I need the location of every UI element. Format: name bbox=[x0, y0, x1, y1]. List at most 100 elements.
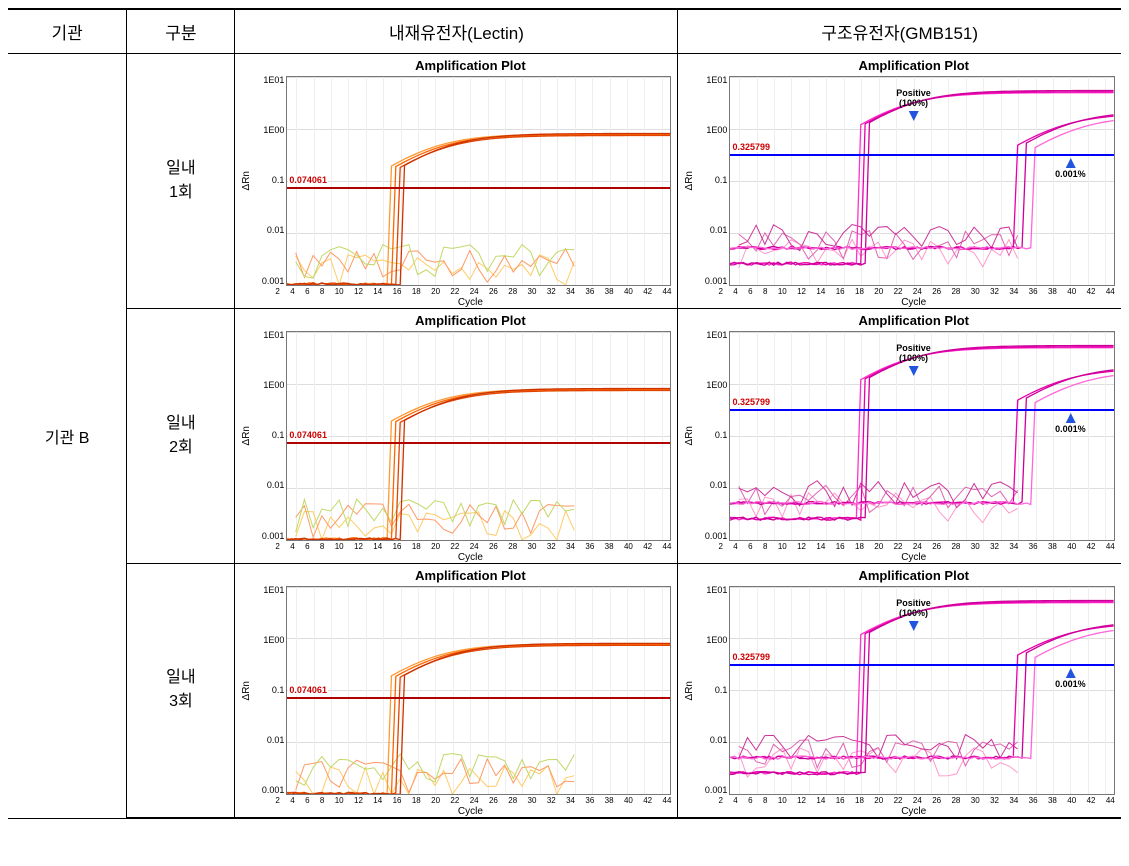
x-tick-label: 22 bbox=[450, 542, 459, 551]
col-header-category: 구분 bbox=[127, 9, 235, 53]
positive-annotation: Positive(100%) bbox=[896, 344, 931, 376]
x-tick-label: 30 bbox=[971, 542, 980, 551]
lectin-chart: Amplification PlotΔRn1E011E000.10.010.00… bbox=[241, 313, 671, 559]
x-tick-label: 44 bbox=[1106, 796, 1115, 805]
x-tick-label: 10 bbox=[778, 287, 787, 296]
x-tick-label: 30 bbox=[528, 542, 537, 551]
threshold-label: 0.074061 bbox=[288, 175, 328, 185]
y-axis-label: ΔRn bbox=[684, 681, 695, 700]
x-axis-label: Cycle bbox=[712, 552, 1115, 563]
lectin-chart: Amplification PlotΔRn1E011E000.10.010.00… bbox=[241, 58, 671, 304]
x-tick-label: 40 bbox=[624, 796, 633, 805]
x-tick-label: 16 bbox=[836, 287, 845, 296]
x-axis-label: Cycle bbox=[269, 297, 671, 308]
x-tick-label: 18 bbox=[412, 542, 421, 551]
x-tick-label: 2 bbox=[275, 796, 279, 805]
x-tick-label: 20 bbox=[431, 287, 440, 296]
gmb-chart: Amplification PlotΔRn1E011E000.10.010.00… bbox=[684, 568, 1115, 814]
x-tick-label: 20 bbox=[431, 542, 440, 551]
x-tick-label: 16 bbox=[836, 542, 845, 551]
y-tick-label: 0.01 bbox=[254, 481, 284, 490]
lectin-cell: Amplification PlotΔRn1E011E000.10.010.00… bbox=[235, 563, 678, 818]
y-axis-label: ΔRn bbox=[241, 426, 252, 445]
x-tick-label: 26 bbox=[489, 287, 498, 296]
x-tick-label: 40 bbox=[1067, 796, 1076, 805]
x-tick-label: 34 bbox=[566, 796, 575, 805]
x-tick-label: 6 bbox=[305, 287, 309, 296]
table-body: 기관 B일내1회Amplification PlotΔRn1E011E000.1… bbox=[8, 53, 1121, 818]
x-tick-label: 26 bbox=[489, 542, 498, 551]
y-tick-label: 0.1 bbox=[254, 176, 284, 185]
y-tick-label: 1E01 bbox=[254, 586, 284, 595]
y-tick-label: 0.01 bbox=[254, 736, 284, 745]
x-tick-label: 22 bbox=[894, 542, 903, 551]
x-tick-label: 16 bbox=[393, 796, 402, 805]
y-axis-label: ΔRn bbox=[241, 171, 252, 190]
positive-annotation: Positive(100%) bbox=[896, 89, 931, 121]
x-tick-label: 44 bbox=[663, 796, 672, 805]
x-tick-label: 36 bbox=[585, 796, 594, 805]
gmb-chart: Amplification PlotΔRn1E011E000.10.010.00… bbox=[684, 58, 1115, 304]
y-tick-label: 1E00 bbox=[254, 126, 284, 135]
x-tick-label: 36 bbox=[1029, 796, 1038, 805]
x-tick-label: 2 bbox=[718, 542, 722, 551]
x-tick-label: 34 bbox=[1009, 542, 1018, 551]
gmb-cell: Amplification PlotΔRn1E011E000.10.010.00… bbox=[678, 563, 1121, 818]
x-tick-label: 40 bbox=[624, 542, 633, 551]
x-tick-label: 32 bbox=[547, 287, 556, 296]
col-header-gmb: 구조유전자(GMB151) bbox=[678, 9, 1121, 53]
x-tick-label: 28 bbox=[951, 542, 960, 551]
plot-box: 0.325799Positive(100%)0.001% bbox=[729, 331, 1115, 541]
x-tick-label: 44 bbox=[663, 287, 672, 296]
x-tick-label: 10 bbox=[335, 287, 344, 296]
x-tick-label: 4 bbox=[733, 542, 737, 551]
y-axis-label: ΔRn bbox=[241, 681, 252, 700]
lod-annotation: 0.001% bbox=[1055, 668, 1086, 690]
y-axis-label: ΔRn bbox=[684, 171, 695, 190]
table-head: 기관 구분 내재유전자(Lectin) 구조유전자(GMB151) bbox=[8, 9, 1121, 53]
x-tick-label: 2 bbox=[275, 287, 279, 296]
x-tick-label: 12 bbox=[797, 542, 806, 551]
x-tick-label: 20 bbox=[874, 542, 883, 551]
y-tick-label: 0.01 bbox=[697, 736, 727, 745]
x-tick-label: 32 bbox=[990, 542, 999, 551]
y-tick-label: 0.1 bbox=[254, 431, 284, 440]
x-tick-label: 14 bbox=[816, 796, 825, 805]
y-tick-label: 0.1 bbox=[697, 176, 727, 185]
x-tick-label: 4 bbox=[290, 542, 294, 551]
x-tick-label: 12 bbox=[354, 542, 363, 551]
x-tick-label: 8 bbox=[763, 796, 767, 805]
x-tick-label: 44 bbox=[663, 542, 672, 551]
chart-title: Amplification Plot bbox=[712, 58, 1115, 73]
x-tick-label: 10 bbox=[335, 796, 344, 805]
x-tick-label: 38 bbox=[605, 287, 614, 296]
x-tick-label: 38 bbox=[1048, 287, 1057, 296]
x-tick-label: 12 bbox=[354, 796, 363, 805]
chart-title: Amplification Plot bbox=[269, 58, 671, 73]
x-tick-label: 20 bbox=[874, 287, 883, 296]
x-tick-label: 4 bbox=[733, 287, 737, 296]
x-tick-label: 24 bbox=[913, 287, 922, 296]
x-tick-label: 34 bbox=[566, 287, 575, 296]
x-tick-label: 42 bbox=[643, 796, 652, 805]
threshold-label: 0.325799 bbox=[731, 397, 771, 407]
y-tick-label: 0.1 bbox=[697, 431, 727, 440]
x-tick-label: 20 bbox=[874, 796, 883, 805]
category-cell: 일내2회 bbox=[127, 308, 235, 563]
col-header-lectin: 내재유전자(Lectin) bbox=[235, 9, 678, 53]
results-table: 기관 구분 내재유전자(Lectin) 구조유전자(GMB151) 기관 B일내… bbox=[8, 8, 1121, 819]
x-tick-label: 18 bbox=[412, 796, 421, 805]
y-tick-label: 0.01 bbox=[254, 226, 284, 235]
y-tick-label: 0.001 bbox=[254, 277, 284, 286]
x-tick-label: 18 bbox=[855, 287, 864, 296]
x-tick-label: 24 bbox=[913, 796, 922, 805]
x-tick-label: 24 bbox=[470, 287, 479, 296]
y-tick-label: 0.1 bbox=[697, 686, 727, 695]
x-tick-label: 34 bbox=[1009, 287, 1018, 296]
x-tick-label: 24 bbox=[470, 542, 479, 551]
x-tick-label: 36 bbox=[585, 542, 594, 551]
y-tick-label: 1E00 bbox=[697, 381, 727, 390]
institution-cell: 기관 B bbox=[8, 53, 127, 818]
x-tick-label: 12 bbox=[797, 287, 806, 296]
col-header-institution: 기관 bbox=[8, 9, 127, 53]
